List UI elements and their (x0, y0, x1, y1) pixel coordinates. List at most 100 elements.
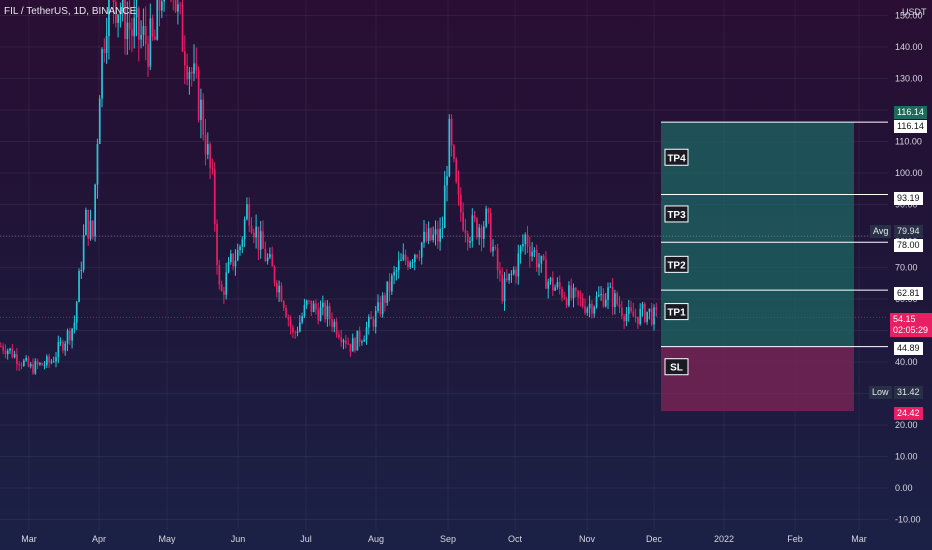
candle (637, 316, 639, 325)
candle (241, 239, 244, 247)
candle (639, 308, 642, 325)
candle (485, 208, 487, 227)
candle (161, 1, 163, 11)
candle (655, 307, 658, 310)
candle (361, 341, 363, 343)
low-price-badge: 31.42 (894, 386, 923, 399)
candle (124, 0, 126, 40)
candle (128, 22, 131, 30)
candle (411, 262, 414, 264)
candle (404, 254, 407, 261)
candle (200, 99, 202, 120)
candle (85, 209, 87, 236)
x-tick-label: 2022 (714, 534, 734, 544)
candle (340, 337, 343, 343)
candle (625, 314, 628, 322)
candle (190, 71, 193, 74)
candle (510, 273, 513, 275)
candle (446, 176, 448, 186)
candle (519, 246, 522, 254)
symbol-title[interactable]: FIL / TetherUS, 1D, BINANCE (4, 6, 137, 17)
x-tick-label: Apr (92, 534, 106, 544)
grid-lines (0, 0, 888, 530)
candle (377, 302, 379, 311)
candle (448, 118, 451, 177)
candle (322, 302, 324, 308)
low-title-badge: Low (869, 386, 892, 399)
candle (223, 290, 225, 295)
candle (512, 269, 515, 274)
candle (393, 271, 395, 276)
candle (480, 227, 483, 239)
candle (478, 227, 481, 238)
candle (558, 282, 561, 289)
candle (328, 306, 331, 320)
level-lines (0, 121, 888, 348)
candle (540, 255, 543, 264)
y-tick-label: 110.00 (895, 137, 922, 147)
candle (202, 99, 205, 135)
candle (234, 260, 237, 267)
y-tick-label: 40.00 (895, 357, 918, 367)
candle (579, 297, 582, 299)
candle (423, 231, 425, 243)
candle (483, 226, 485, 239)
candle (368, 316, 370, 328)
candle (584, 306, 586, 313)
candle (450, 118, 453, 146)
candle (363, 339, 366, 342)
y-tick-label: 150.00 (895, 11, 923, 21)
x-tick-label: Dec (646, 534, 663, 544)
candle (374, 310, 377, 327)
candle (354, 338, 356, 351)
candle (69, 330, 71, 341)
candle (262, 231, 264, 249)
candle (402, 254, 405, 260)
profit-zone (661, 122, 854, 347)
candle (55, 357, 57, 362)
candle (342, 340, 345, 343)
x-tick-label: Jun (231, 534, 246, 544)
candle (43, 365, 46, 367)
candle (333, 321, 336, 328)
candle (301, 316, 303, 323)
x-tick-label: Nov (579, 534, 596, 544)
candle (370, 316, 372, 320)
currency-label: USDT (902, 7, 927, 17)
candle (565, 298, 568, 306)
candle (303, 304, 306, 317)
candle (250, 225, 253, 233)
x-tick-label: Sep (440, 534, 456, 544)
time-axis[interactable]: Mar Apr May Jun Jul Aug Sep Oct Nov Dec 2022 Feb Mar (21, 534, 867, 544)
x-tick-label: Mar (851, 534, 867, 544)
candle (117, 14, 119, 23)
candle (310, 300, 313, 313)
candle (87, 209, 90, 239)
candle (563, 297, 566, 299)
candle (349, 343, 352, 352)
x-tick-label: Jul (300, 534, 312, 544)
candle (296, 331, 299, 333)
candle (324, 302, 326, 320)
tp1-label-box (664, 303, 689, 321)
candle (108, 0, 110, 36)
candle (616, 293, 619, 305)
price-axis[interactable]: 150.00140.00130.00120.00110.00100.0090.0… (895, 11, 923, 525)
candle (535, 250, 538, 268)
candle (466, 233, 469, 243)
candle (243, 219, 246, 240)
candle (641, 303, 644, 309)
candle (71, 328, 73, 341)
candle (209, 144, 211, 168)
candle (23, 360, 25, 366)
candle (526, 234, 529, 247)
current-price-badge: 54.15 02:05:29 (890, 313, 932, 337)
candle (627, 307, 630, 315)
candle (395, 270, 398, 272)
candle (144, 26, 147, 45)
candle (211, 167, 214, 170)
candle (604, 299, 607, 307)
candle (193, 63, 195, 74)
